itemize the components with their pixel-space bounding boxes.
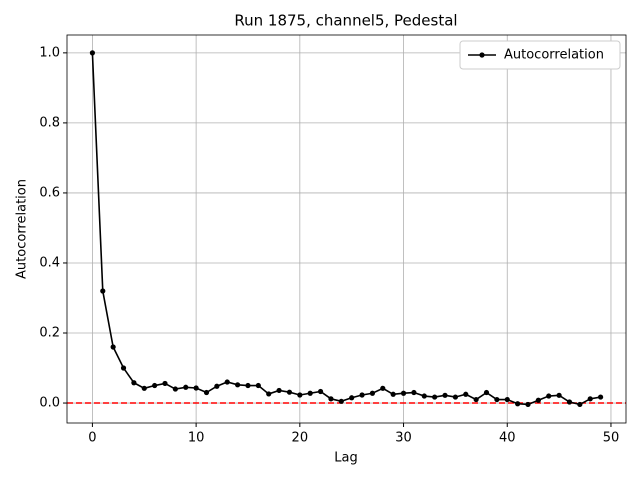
x-tick-label: 30: [395, 431, 412, 446]
data-point: [349, 395, 355, 401]
data-point: [473, 396, 479, 403]
data-point: [442, 392, 448, 398]
legend: Autocorrelation: [459, 40, 621, 70]
data-point: [172, 386, 178, 392]
x-tick-label: 20: [292, 431, 309, 446]
data-point: [297, 392, 303, 398]
data-point: [286, 389, 293, 395]
data-point: [110, 344, 116, 350]
data-point: [162, 380, 168, 387]
data-point: [400, 390, 407, 396]
data-point: [141, 385, 147, 391]
data-point: [515, 401, 521, 407]
plot-frame: [66, 34, 627, 424]
data-point: [100, 288, 106, 294]
data-point: [235, 382, 241, 388]
data-point: [390, 391, 396, 397]
data-point: [266, 391, 272, 397]
data-point: [89, 50, 96, 56]
y-axis-label: Autocorrelation: [15, 179, 30, 279]
x-tick-label: 10: [188, 431, 205, 446]
y-tick-label: 0.8: [39, 115, 60, 130]
data-point: [183, 384, 189, 390]
data-point: [276, 387, 282, 394]
y-tick-label: 0.2: [39, 326, 60, 341]
x-tick-label: 0: [88, 431, 96, 446]
y-tick-label: 1.0: [39, 45, 60, 60]
data-point: [504, 396, 510, 403]
x-axis-label: Lag: [334, 451, 357, 466]
x-tick-label: 40: [499, 431, 516, 446]
data-point: [380, 385, 386, 391]
legend-label: Autocorrelation: [504, 48, 604, 63]
data-point: [535, 397, 541, 403]
data-point: [131, 380, 137, 386]
chart-title: Run 1875, channel5, Pedestal: [234, 12, 457, 30]
y-tick-label: 0.6: [39, 185, 60, 200]
y-tick-label: 0.0: [39, 396, 60, 411]
data-point: [577, 401, 583, 408]
data-point: [546, 393, 552, 399]
x-tick-label: 50: [603, 431, 620, 446]
data-point: [338, 398, 344, 404]
data-point: [421, 393, 427, 399]
data-point: [587, 396, 593, 402]
data-point: [369, 390, 376, 396]
data-point: [224, 379, 230, 385]
legend-box: [459, 40, 621, 70]
data-point: [432, 394, 438, 400]
data-point: [525, 401, 531, 408]
data-point: [203, 389, 210, 396]
data-point: [193, 385, 199, 391]
data-point: [463, 391, 469, 397]
data-point: [120, 365, 127, 371]
data-point: [483, 389, 490, 396]
data-point: [359, 392, 365, 398]
data-point: [411, 389, 417, 396]
data-point: [245, 382, 251, 389]
data-point: [317, 388, 324, 395]
data-point: [566, 399, 573, 405]
data-point: [494, 396, 500, 403]
data-point: [452, 394, 458, 400]
data-point: [255, 382, 261, 389]
legend-marker: [479, 52, 485, 58]
data-point: [307, 390, 313, 396]
data-point: [556, 392, 562, 398]
data-point: [328, 396, 334, 402]
data-point: [597, 394, 604, 400]
data-point: [152, 382, 158, 389]
y-tick-label: 0.4: [39, 255, 60, 270]
data-point: [214, 383, 220, 389]
